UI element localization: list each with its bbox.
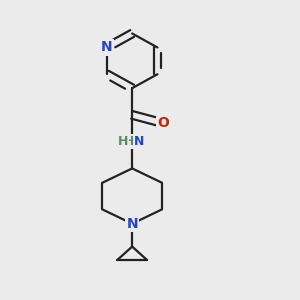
Text: N: N — [134, 135, 144, 148]
Text: O: O — [158, 116, 169, 130]
Text: N: N — [126, 217, 138, 231]
Text: H: H — [118, 135, 129, 148]
Text: N: N — [101, 40, 113, 55]
Text: H: H — [123, 135, 134, 148]
